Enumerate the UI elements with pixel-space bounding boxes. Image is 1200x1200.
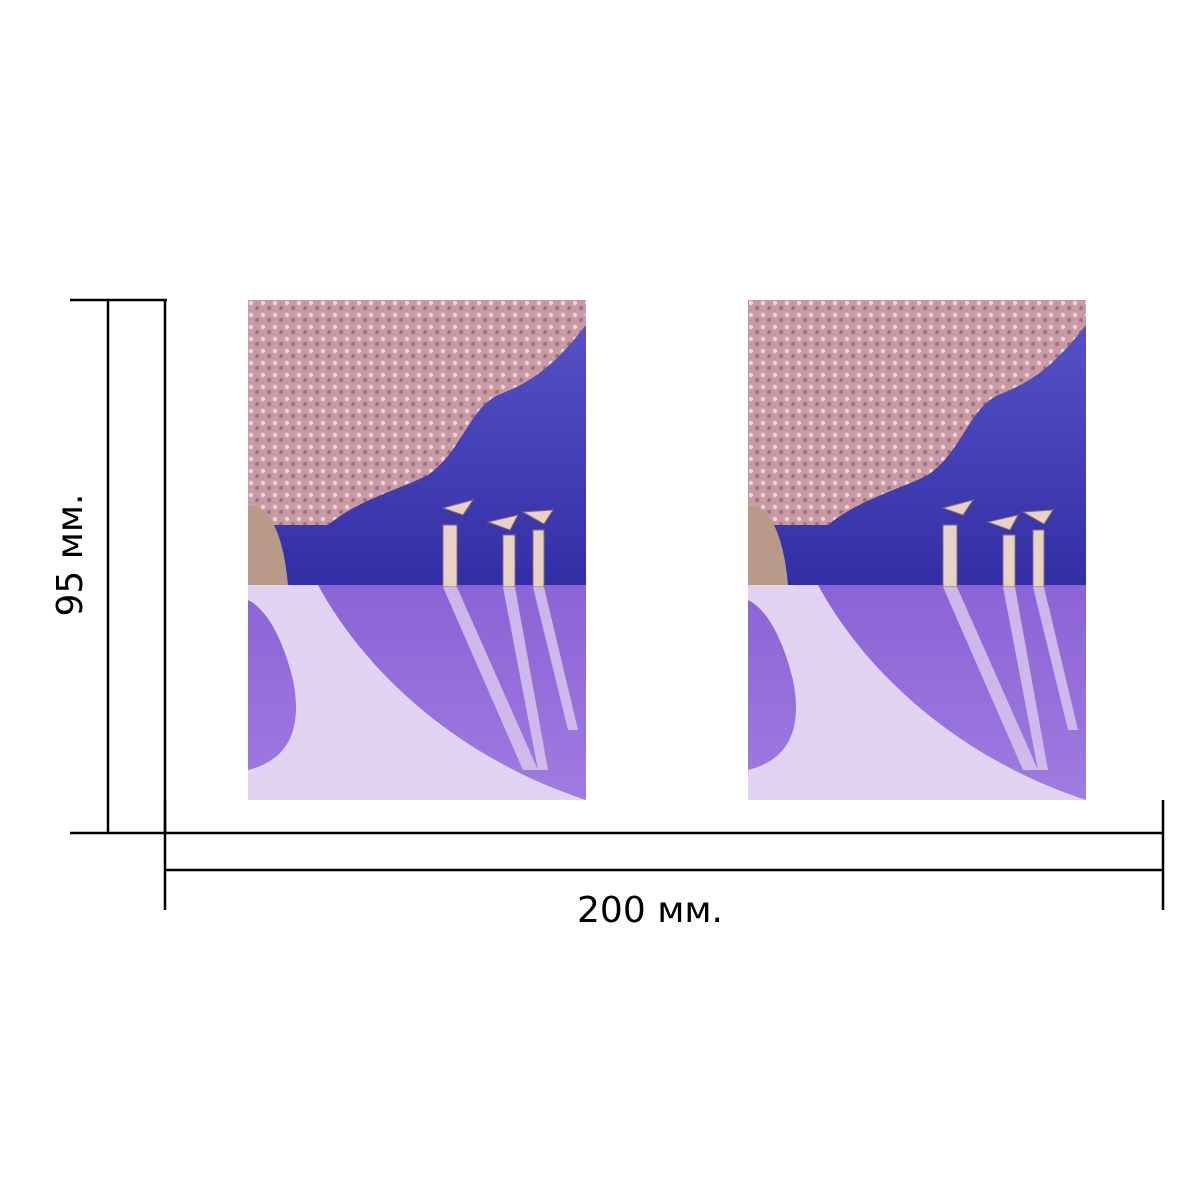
width-dimension: 200 мм. xyxy=(163,800,1165,931)
height-label: 95 мм. xyxy=(50,493,91,616)
artwork-left xyxy=(247,299,587,801)
width-label: 200 мм. xyxy=(577,890,723,931)
height-dimension: 95 мм. xyxy=(50,298,167,835)
artwork-right xyxy=(747,299,1087,801)
